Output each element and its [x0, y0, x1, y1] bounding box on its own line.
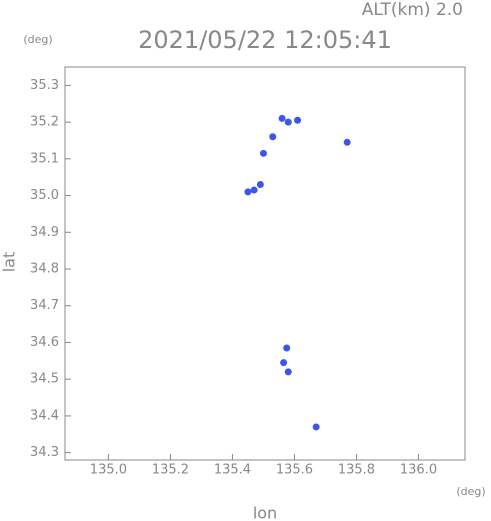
- y-tick-label: 34.6: [30, 335, 59, 350]
- y-tick-label: 35.0: [30, 188, 59, 203]
- echo-point: [244, 188, 252, 196]
- echo-point: [283, 344, 291, 352]
- subtitle: ALT(km) 2.0: [362, 0, 463, 20]
- y-label: lat: [0, 252, 19, 273]
- x-tick-label: 135.2: [152, 463, 189, 478]
- echo-point: [250, 186, 258, 194]
- x-label: lon: [253, 504, 277, 521]
- x-tick-label: 135.6: [276, 463, 313, 478]
- y-tick-label: 35.1: [30, 151, 59, 166]
- y-tick-label: 35.3: [30, 78, 59, 93]
- echo-point: [280, 359, 288, 367]
- echo-point: [294, 116, 302, 124]
- echo-point: [343, 138, 351, 146]
- x-unit: (deg): [456, 485, 485, 498]
- echo-point: [278, 114, 286, 122]
- x-tick-label: 135.8: [338, 463, 375, 478]
- y-tick-label: 35.2: [30, 115, 59, 130]
- y-tick-label: 34.3: [30, 445, 59, 460]
- y-tick-label: 34.8: [30, 262, 59, 277]
- y-tick-label: 34.4: [30, 408, 59, 423]
- chart-title: 2021/05/22 12:05:41: [138, 26, 392, 54]
- x-tick-label: 135.4: [214, 463, 251, 478]
- y-tick-label: 34.7: [30, 298, 59, 313]
- y-unit: (deg): [23, 33, 52, 46]
- echo-point: [259, 149, 267, 157]
- plot-frame: [64, 66, 466, 461]
- x-tick-label: 136.0: [400, 463, 437, 478]
- echo-point: [269, 133, 277, 141]
- echo-point: [284, 368, 292, 376]
- echo-point: [312, 423, 320, 431]
- x-tick-label: 135.0: [90, 463, 127, 478]
- y-tick-label: 34.9: [30, 225, 59, 240]
- echo-point: [284, 118, 292, 126]
- y-tick-label: 34.5: [30, 372, 59, 387]
- echo-point: [256, 181, 264, 189]
